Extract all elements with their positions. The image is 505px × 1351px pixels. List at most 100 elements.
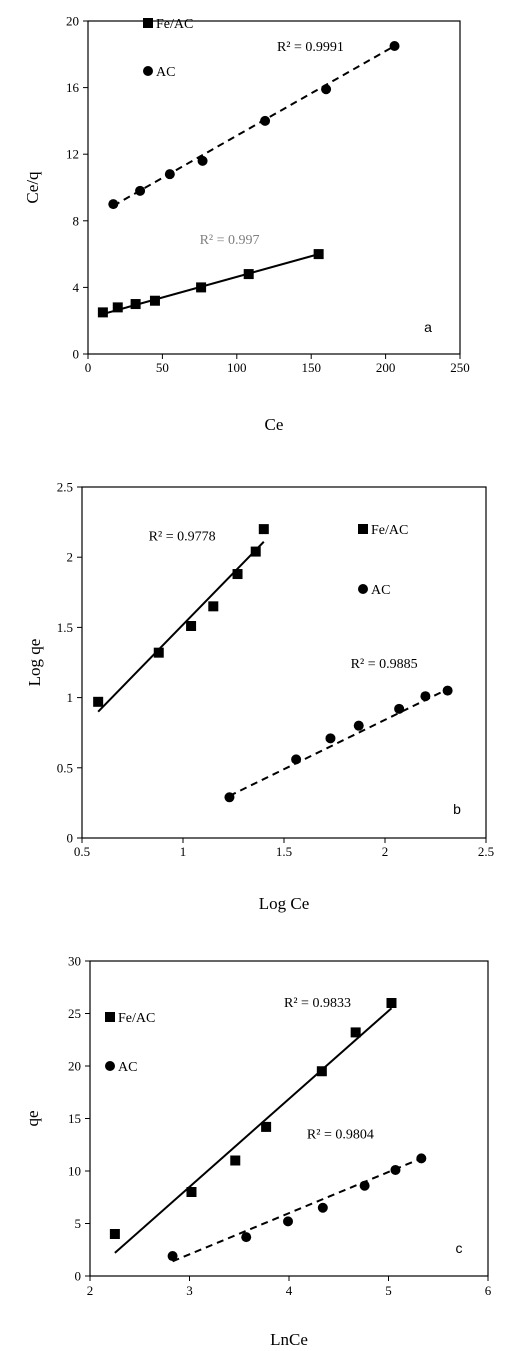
r-squared-label: R² = 0.9804 xyxy=(307,1127,374,1142)
legend-label: AC xyxy=(371,583,390,598)
x-tick-label: 0.5 xyxy=(74,844,90,859)
trendline xyxy=(172,1157,422,1263)
data-point xyxy=(316,1066,327,1077)
x-tick-label: 100 xyxy=(227,360,247,375)
legend-marker xyxy=(358,524,368,534)
x-tick-label: 0 xyxy=(85,360,92,375)
r-squared-label: R² = 0.9778 xyxy=(149,529,216,544)
r-squared-label: R² = 0.9833 xyxy=(284,996,351,1011)
x-tick-label: 3 xyxy=(186,1283,193,1298)
data-point xyxy=(317,1202,328,1213)
x-axis-title: Ce xyxy=(265,415,284,434)
data-point xyxy=(97,307,108,318)
data-point xyxy=(353,720,364,731)
x-tick-label: 2 xyxy=(87,1283,94,1298)
data-point xyxy=(258,524,269,535)
y-axis-title: qe xyxy=(23,1110,42,1126)
data-point xyxy=(350,1027,361,1038)
data-point xyxy=(390,1164,401,1175)
data-point xyxy=(325,733,336,744)
legend-label: AC xyxy=(156,65,175,80)
data-point xyxy=(420,691,431,702)
series-ac: R² = 0.9885 xyxy=(224,657,453,803)
data-point xyxy=(386,998,397,1008)
x-axis-title: LnCe xyxy=(270,1330,308,1349)
y-axis-title: Log qe xyxy=(25,639,44,687)
series-fe-ac: R² = 0.9833 xyxy=(109,996,397,1254)
y-tick-label: 2 xyxy=(67,550,74,565)
y-tick-label: 1.5 xyxy=(57,620,73,635)
x-tick-label: 5 xyxy=(385,1283,392,1298)
data-point xyxy=(167,1251,178,1262)
data-point xyxy=(224,792,235,803)
x-tick-label: 150 xyxy=(301,360,321,375)
data-point xyxy=(149,295,160,306)
legend-marker xyxy=(358,584,368,594)
x-tick-label: 2.5 xyxy=(478,844,494,859)
y-tick-label: 20 xyxy=(68,1059,81,1074)
data-point xyxy=(442,685,453,696)
x-axis-title: Log Ce xyxy=(259,894,310,913)
plot-frame xyxy=(81,486,487,839)
r-squared-label: R² = 0.9885 xyxy=(351,657,418,672)
y-tick-label: 0 xyxy=(67,831,74,846)
x-tick-label: 2 xyxy=(382,844,389,859)
legend-entry: AC xyxy=(105,1060,137,1075)
chart-panel-c: 2 3 4 5 6 0 5 10 15 20 25 30 LnCe qe R² = 0.9833 R² = 0… xyxy=(23,954,492,1350)
legend-entry: Fe/AC xyxy=(105,1011,155,1026)
trendline xyxy=(97,541,265,713)
series-ac: R² = 0.9991 xyxy=(108,40,400,210)
data-point xyxy=(416,1153,427,1164)
legend-label: Fe/AC xyxy=(371,523,408,538)
data-point xyxy=(313,249,324,260)
legend-marker xyxy=(143,66,153,76)
data-point xyxy=(135,185,146,196)
panel-label: b xyxy=(453,801,461,817)
y-tick-label: 0 xyxy=(75,1269,82,1284)
data-point xyxy=(230,1155,241,1166)
x-tick-label: 1 xyxy=(180,844,187,859)
legend-label: Fe/AC xyxy=(156,17,193,32)
y-tick-label: 16 xyxy=(66,80,80,95)
x-tick-label: 6 xyxy=(485,1283,492,1298)
data-point xyxy=(93,696,104,707)
series-ac: R² = 0.9804 xyxy=(167,1127,427,1263)
legend-entry: AC xyxy=(358,583,390,598)
data-point xyxy=(196,282,207,293)
y-tick-label: 5 xyxy=(75,1216,82,1231)
x-tick-label: 4 xyxy=(286,1283,293,1298)
y-axis-title: Ce/q xyxy=(23,171,42,204)
trendline xyxy=(229,688,449,797)
legend-label: AC xyxy=(118,1060,137,1075)
r-squared-label: R² = 0.997 xyxy=(200,233,260,248)
data-point xyxy=(291,754,302,765)
y-tick-label: 8 xyxy=(73,213,80,228)
data-point xyxy=(186,1187,197,1197)
data-point xyxy=(283,1216,294,1227)
data-point xyxy=(153,647,164,658)
y-tick-label: 1 xyxy=(67,690,74,705)
y-tick-label: 4 xyxy=(73,280,80,295)
data-point xyxy=(112,302,123,313)
data-point xyxy=(250,546,261,557)
legend-marker xyxy=(105,1012,115,1022)
legend-entry: Fe/AC xyxy=(358,523,408,538)
data-point xyxy=(260,115,271,126)
trendline xyxy=(112,45,396,207)
data-point xyxy=(321,84,332,95)
x-tick-label: 200 xyxy=(376,360,396,375)
data-point xyxy=(394,703,405,714)
data-point xyxy=(232,569,243,580)
data-point xyxy=(109,1229,120,1239)
data-point xyxy=(389,40,400,51)
data-point xyxy=(261,1121,272,1132)
data-point xyxy=(359,1180,370,1191)
legend-marker xyxy=(143,18,153,28)
data-point xyxy=(208,601,219,612)
y-tick-label: 15 xyxy=(68,1111,81,1126)
r-squared-label: R² = 0.9991 xyxy=(277,40,344,55)
legend-label: Fe/AC xyxy=(118,1011,155,1026)
panel-label: a xyxy=(424,319,432,335)
data-point xyxy=(241,1232,252,1243)
